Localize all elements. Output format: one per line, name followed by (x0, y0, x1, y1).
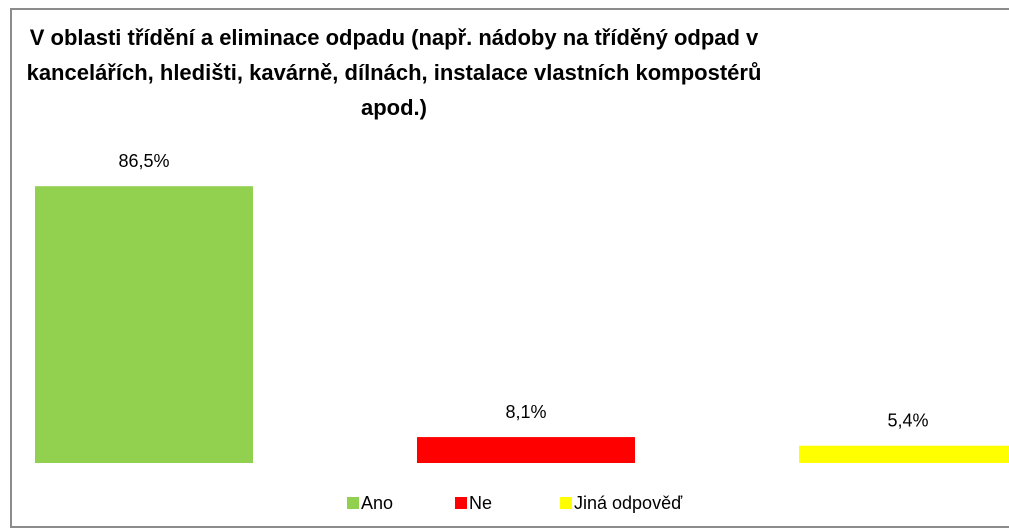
bar (799, 445, 1009, 463)
legend-label: Jiná odpověď (574, 493, 683, 513)
bar (417, 437, 635, 463)
page: V oblasti třídění a eliminace odpadu (na… (10, 8, 1009, 528)
legend-swatch (560, 497, 572, 509)
legend-label: Ne (469, 493, 492, 513)
bar (35, 186, 253, 463)
data-label: 86,5% (118, 151, 169, 171)
legend-swatch (455, 497, 467, 509)
data-label: 8,1% (505, 402, 546, 422)
chart-title: V oblasti třídění a eliminace odpadu (na… (26, 25, 762, 120)
legend-swatch (347, 497, 359, 509)
legend-label: Ano (361, 493, 393, 513)
data-label: 5,4% (887, 410, 928, 430)
chart: 86,5% Ano 8,1% Ne 5,4% Jiná odpověď (35, 151, 1009, 513)
